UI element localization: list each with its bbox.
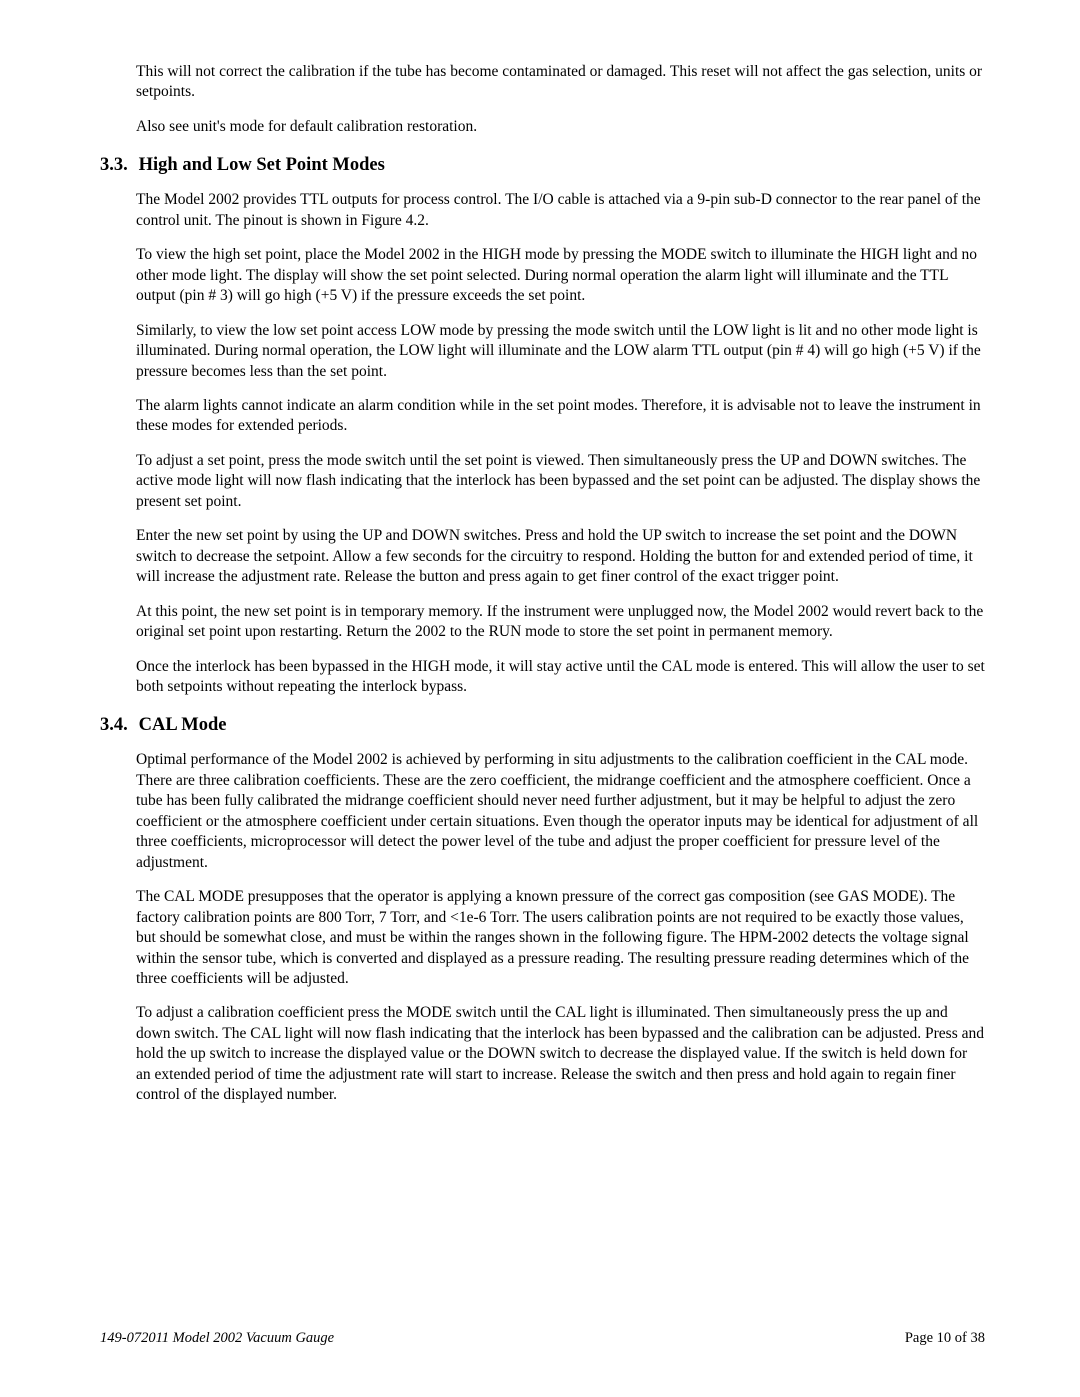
section-title: CAL Mode xyxy=(139,715,227,735)
paragraph-intro-1: This will not correct the calibration if… xyxy=(136,62,985,103)
heading-3-3: 3.3. High and Low Set Point Modes xyxy=(100,155,985,176)
heading-3-4: 3.4. CAL Mode xyxy=(100,715,985,736)
paragraph-3-3-1: The Model 2002 provides TTL outputs for … xyxy=(136,190,985,231)
section-number: 3.4. xyxy=(100,715,134,736)
paragraph-3-3-7: At this point, the new set point is in t… xyxy=(136,602,985,643)
paragraph-3-3-8: Once the interlock has been bypassed in … xyxy=(136,657,985,698)
paragraph-3-3-2: To view the high set point, place the Mo… xyxy=(136,245,985,306)
document-content: This will not correct the calibration if… xyxy=(136,62,985,1106)
section-title: High and Low Set Point Modes xyxy=(139,155,385,175)
paragraph-3-3-3: Similarly, to view the low set point acc… xyxy=(136,321,985,382)
paragraph-3-4-2: The CAL MODE presupposes that the operat… xyxy=(136,887,985,989)
section-number: 3.3. xyxy=(100,155,134,176)
footer-right-text: Page 10 of 38 xyxy=(905,1330,985,1347)
footer-left-text: 149-072011 Model 2002 Vacuum Gauge xyxy=(100,1330,334,1347)
paragraph-intro-2: Also see unit's mode for default calibra… xyxy=(136,117,985,137)
paragraph-3-3-6: Enter the new set point by using the UP … xyxy=(136,526,985,587)
paragraph-3-3-5: To adjust a set point, press the mode sw… xyxy=(136,451,985,512)
paragraph-3-4-1: Optimal performance of the Model 2002 is… xyxy=(136,750,985,873)
paragraph-3-3-4: The alarm lights cannot indicate an alar… xyxy=(136,396,985,437)
page-footer: 149-072011 Model 2002 Vacuum Gauge Page … xyxy=(100,1330,985,1347)
paragraph-3-4-3: To adjust a calibration coefficient pres… xyxy=(136,1003,985,1105)
document-page: This will not correct the calibration if… xyxy=(0,0,1080,1397)
